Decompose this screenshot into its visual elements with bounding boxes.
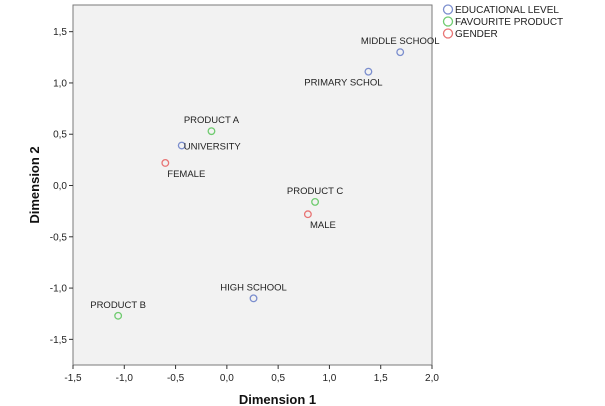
data-point xyxy=(364,67,373,76)
data-point xyxy=(177,141,186,150)
plot-area xyxy=(72,4,433,366)
y-axis-label: Dimension 2 xyxy=(27,146,42,223)
y-tick-label: 0,5 xyxy=(53,130,67,141)
point-label: MALE xyxy=(310,220,336,231)
point-label: PRODUCT A xyxy=(184,115,240,126)
x-tick-label: 2,0 xyxy=(425,373,439,384)
point-label: MIDDLE SCHOOL xyxy=(361,36,440,47)
x-tick-label: 1,0 xyxy=(322,373,336,384)
x-tick-label: -0,5 xyxy=(167,373,185,384)
legend-label: EDUCATIONAL LEVEL xyxy=(455,5,559,16)
point-label: FEMALE xyxy=(167,169,205,180)
data-point xyxy=(249,294,258,303)
legend-label: FAVOURITE PRODUCT xyxy=(455,17,563,28)
data-point xyxy=(207,127,216,136)
legend-marker xyxy=(442,28,454,39)
y-tick-label: 1,0 xyxy=(53,78,67,89)
data-point xyxy=(303,210,312,219)
y-tick-label: -0,5 xyxy=(50,232,68,243)
x-tick-label: 0,0 xyxy=(220,373,234,384)
x-tick-label: -1,5 xyxy=(64,373,82,384)
data-point xyxy=(161,158,170,167)
y-tick-label: -1,0 xyxy=(50,284,68,295)
legend-marker xyxy=(442,4,454,15)
x-axis-label: Dimension 1 xyxy=(239,392,316,406)
point-label: PRODUCT C xyxy=(287,186,343,197)
point-label: UNIVERSITY xyxy=(184,142,242,153)
point-label: HIGH SCHOOL xyxy=(220,282,287,293)
y-tick-label: 0,0 xyxy=(53,181,67,192)
legend-marker xyxy=(442,16,454,27)
data-point xyxy=(311,197,320,206)
y-tick-label: -1,5 xyxy=(50,335,68,346)
point-label: PRODUCT B xyxy=(90,300,146,311)
y-tick-label: 1,5 xyxy=(53,27,67,38)
point-label: PRIMARY SCHOL xyxy=(304,78,382,89)
legend-label: GENDER xyxy=(455,29,498,40)
data-point xyxy=(396,48,405,57)
data-point xyxy=(114,311,123,320)
x-tick-label: 1,5 xyxy=(374,373,388,384)
x-tick-label: 0,5 xyxy=(271,373,285,384)
x-tick-label: -1,0 xyxy=(116,373,134,384)
